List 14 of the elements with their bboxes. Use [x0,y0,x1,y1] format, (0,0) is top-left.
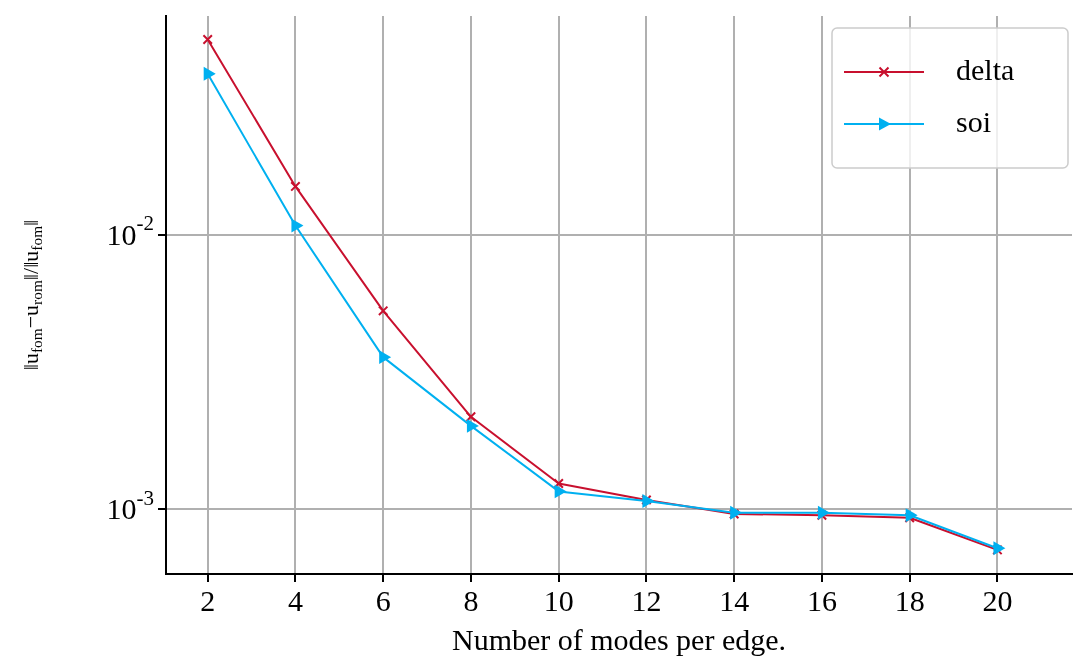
x-tick-label: 12 [631,583,662,617]
x-tick-label: 8 [463,583,479,617]
x-tick-label: 20 [982,583,1013,617]
legend-label: delta [956,52,1015,86]
y-axis-title: ‖ufom−urom‖/‖ufom‖ [17,219,45,371]
x-tick-label: 2 [200,583,216,617]
x-tick-label: 4 [287,583,303,617]
x-tick-label: 16 [806,583,837,617]
x-tick-label: 14 [719,583,750,617]
x-tick-label: 10 [543,583,574,617]
x-tick-label: 6 [375,583,391,617]
x-axis-title: Number of modes per edge. [451,622,787,656]
legend-label: soi [956,104,992,138]
x-tick-label: 18 [894,583,925,617]
